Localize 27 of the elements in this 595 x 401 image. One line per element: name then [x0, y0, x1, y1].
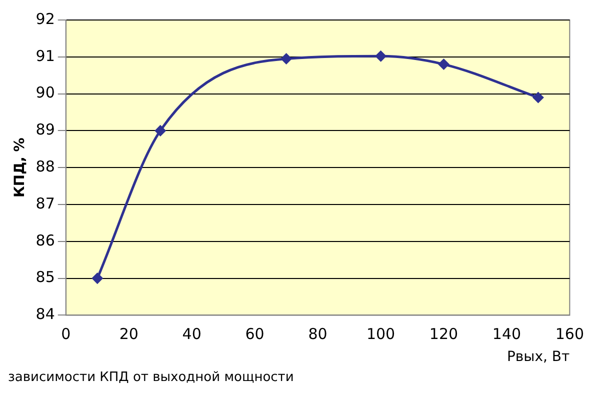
point	[155, 125, 166, 136]
x-tick-label: 120	[429, 325, 458, 344]
y-tick-label: 92	[36, 10, 55, 28]
x-axis-title: Pвых, Вт	[506, 349, 570, 366]
y-tick-label: 89	[36, 120, 55, 139]
x-tick-label: 160	[555, 325, 584, 344]
x-tick-label: 0	[61, 325, 71, 344]
y-tick-label: 87	[36, 194, 55, 212]
y-tick-label: 84	[36, 305, 55, 324]
point	[376, 50, 386, 62]
x-tick-label: 80	[308, 325, 328, 344]
y-tick-label: 90	[36, 84, 55, 102]
y-tick-label: 88	[36, 157, 55, 176]
y-tick-label: 85	[36, 268, 55, 286]
point	[438, 59, 449, 70]
x-tick-label: 100	[366, 325, 396, 344]
text: зависимости КПД от выходной мощности	[8, 370, 295, 385]
y-tick-label: 86	[36, 231, 55, 250]
x-tick-label: 40	[182, 325, 202, 344]
point	[281, 53, 292, 64]
y-axis-title: КПД, %	[12, 138, 28, 198]
point	[92, 273, 103, 284]
x-tick-label: 60	[245, 325, 264, 344]
y-tick-label: 91	[36, 46, 55, 65]
point	[532, 92, 544, 103]
x-tick-label: 20	[119, 325, 138, 344]
x-tick-label: 140	[492, 325, 522, 344]
